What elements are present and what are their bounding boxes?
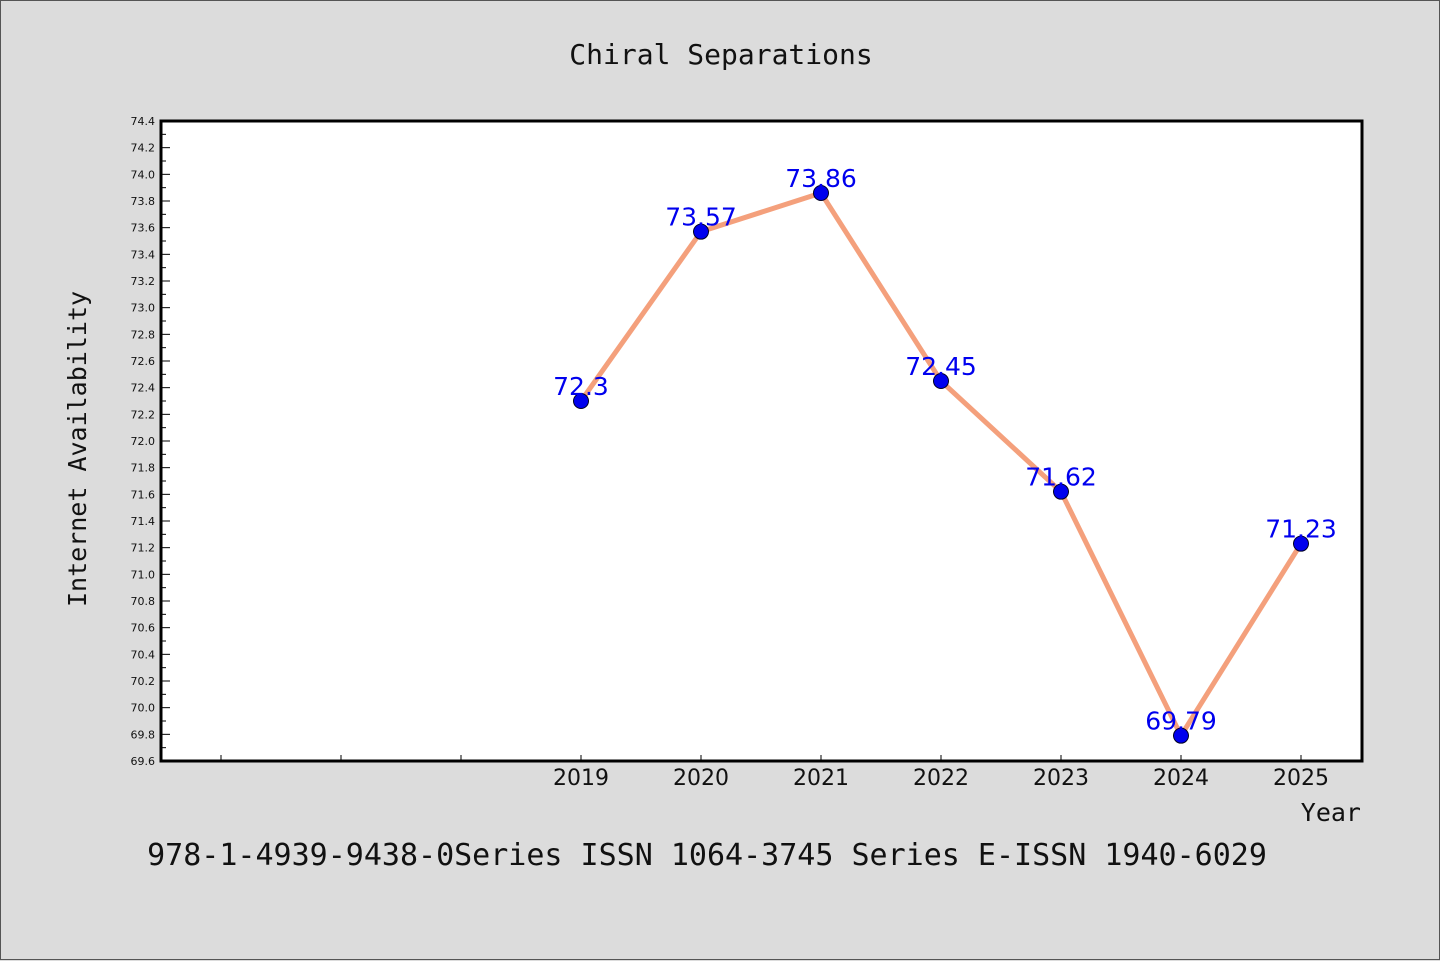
data-label: 73.57 — [665, 203, 737, 232]
data-label: 71.23 — [1265, 515, 1337, 544]
chart-title: Chiral Separations — [569, 38, 872, 71]
y-tick-label: 71.2 — [131, 542, 156, 555]
x-tick-label: 2021 — [793, 766, 849, 791]
y-tick-label: 70.8 — [131, 595, 156, 608]
data-point — [933, 373, 949, 389]
y-tick-label: 70.2 — [131, 675, 156, 688]
y-tick-label: 73.6 — [131, 222, 156, 235]
y-tick-label: 71.6 — [131, 488, 156, 501]
data-point — [573, 393, 589, 409]
data-label: 71.62 — [1025, 463, 1097, 492]
y-axis: 69.6 69.8 70.0 70.2 70.4 70.6 70.8 71.0 71.2 71.4… — [131, 115, 170, 768]
y-tick-label: 72.4 — [131, 382, 156, 395]
y-tick-label: 73.4 — [131, 248, 156, 261]
y-tick-label: 71.4 — [131, 515, 156, 528]
data-label: 72.45 — [905, 352, 977, 381]
x-tick-label: 2023 — [1033, 766, 1089, 791]
x-axis: 2019 2020 2021 2022 2023 2024 2025 — [220, 755, 1329, 791]
data-label: 69.79 — [1145, 707, 1217, 736]
y-tick-label: 71.0 — [131, 568, 156, 581]
y-tick-label: 70.4 — [131, 648, 156, 661]
y-tick-label: 73.2 — [131, 275, 156, 288]
y-tick-label: 72.2 — [131, 408, 156, 421]
y-tick-label: 70.0 — [131, 702, 156, 715]
plot-area — [159, 119, 1364, 763]
x-axis-label: Year — [1301, 798, 1361, 827]
data-point — [1293, 535, 1309, 552]
data-label: 72.3 — [553, 372, 609, 401]
data-point — [813, 185, 829, 201]
x-tick-label: 2024 — [1153, 766, 1209, 791]
x-tick-label: 2022 — [913, 766, 969, 791]
y-tick-label: 70.6 — [131, 622, 156, 635]
data-label: 73.86 — [785, 164, 857, 193]
y-tick-label: 71.8 — [131, 462, 156, 475]
x-tick-label: 2020 — [673, 766, 729, 791]
y-tick-label: 74.2 — [131, 142, 156, 155]
y-tick-label: 72.8 — [131, 328, 156, 341]
data-point — [693, 223, 709, 240]
y-axis-label: Internet Availability — [63, 291, 92, 607]
x-tick-label: 2019 — [553, 766, 609, 791]
y-tick-label: 74.0 — [131, 168, 156, 181]
footer-isbn-text: 978-1-4939-9438-0Series ISSN 1064-3745 S… — [147, 838, 1267, 873]
data-point — [1053, 483, 1069, 500]
y-tick-label: 69.8 — [131, 728, 156, 741]
data-markers — [573, 185, 1309, 744]
y-tick-label: 72.0 — [131, 435, 156, 448]
y-tick-label: 74.4 — [131, 115, 156, 128]
data-point — [1173, 727, 1189, 744]
x-tick-label: 2025 — [1273, 766, 1329, 791]
data-labels: 72.3 73.57 73.86 72.45 71.62 69.79 71.23 — [553, 164, 1337, 736]
y-tick-label: 73.0 — [131, 302, 156, 315]
y-tick-label: 69.6 — [131, 755, 156, 768]
y-tick-label: 73.8 — [131, 195, 156, 208]
y-tick-label: 72.6 — [131, 355, 156, 368]
